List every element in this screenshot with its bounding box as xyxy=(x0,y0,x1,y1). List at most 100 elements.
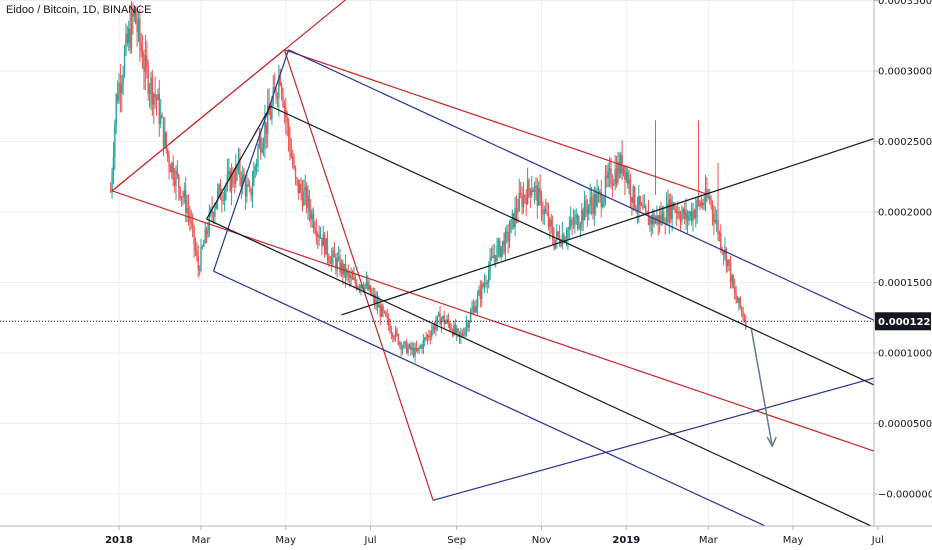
candle-body xyxy=(353,277,355,280)
candle-body xyxy=(506,231,508,233)
candle-body xyxy=(293,165,295,168)
candle-body xyxy=(539,188,541,195)
candle-body xyxy=(394,330,397,339)
candle-body xyxy=(179,187,181,199)
candle-body xyxy=(588,205,590,214)
candles xyxy=(109,0,747,363)
candle-body xyxy=(614,169,616,184)
candle-body xyxy=(490,256,493,259)
candle-body xyxy=(314,228,316,232)
candle-body xyxy=(731,275,733,283)
candle-body xyxy=(624,165,626,180)
channel-lower-line xyxy=(213,270,819,550)
candle-body xyxy=(139,19,141,43)
candle-body xyxy=(471,309,473,313)
candle-body xyxy=(692,210,694,221)
x-tick-label: May xyxy=(275,535,296,546)
y-tick-label: 0.0002500 xyxy=(878,137,932,148)
candle-body xyxy=(273,87,276,90)
candle-body xyxy=(674,209,676,211)
candle-body xyxy=(146,55,148,67)
candle-body xyxy=(547,214,550,227)
channel-mid-lower xyxy=(206,218,875,528)
candle-body xyxy=(561,234,564,246)
candle-body xyxy=(261,148,263,153)
candle-body xyxy=(357,286,359,289)
x-tick-label: Nov xyxy=(532,535,552,546)
candle-body xyxy=(347,270,350,274)
candle-body xyxy=(205,228,208,235)
candle-body xyxy=(151,77,154,105)
candle-body xyxy=(435,324,437,331)
candle-body xyxy=(592,203,594,214)
candle-body xyxy=(147,66,149,94)
candle-body xyxy=(109,190,112,192)
candle-body xyxy=(246,184,248,197)
candle-body xyxy=(424,337,426,340)
candle-body xyxy=(278,75,280,98)
candle-body xyxy=(175,170,177,186)
candle-body xyxy=(576,214,579,229)
candle-body xyxy=(233,182,236,184)
candle-body xyxy=(254,166,256,171)
candle-body xyxy=(649,217,651,226)
candle-body xyxy=(549,219,551,227)
candle-body xyxy=(287,122,290,138)
channel-edge xyxy=(206,105,272,220)
candle-body xyxy=(678,211,680,218)
candle-body xyxy=(317,234,319,237)
candle-body xyxy=(515,207,518,213)
candle-body xyxy=(158,93,161,124)
candle-body xyxy=(137,19,140,32)
price-axis[interactable]: 0.0003500 0.0003000 0.0002500 0.0002000 0.00… xyxy=(873,0,932,526)
grid xyxy=(0,0,879,526)
candle-body xyxy=(560,243,562,246)
candle-body xyxy=(449,323,451,329)
candle-body xyxy=(485,282,487,285)
candle-body xyxy=(264,122,266,143)
candle-body xyxy=(382,306,384,312)
arrow-head-icon xyxy=(766,436,777,448)
candle-body xyxy=(267,105,269,134)
x-tick-label: May xyxy=(783,535,804,546)
candle-body xyxy=(235,165,237,184)
candle-body xyxy=(713,213,715,223)
candle-body xyxy=(525,197,527,205)
candle-body xyxy=(364,284,366,290)
candle-body xyxy=(500,246,502,257)
candle-body xyxy=(300,184,302,192)
candle-body xyxy=(332,250,334,257)
candle-body xyxy=(239,157,241,178)
candle-body xyxy=(236,165,238,170)
candle-body xyxy=(643,206,646,209)
candle-body xyxy=(583,200,586,221)
candle-body xyxy=(571,219,573,223)
candle-body xyxy=(385,311,387,316)
candle-body xyxy=(429,336,432,338)
candle-body xyxy=(707,196,709,198)
candle-body xyxy=(718,232,721,235)
candle-body xyxy=(294,167,297,179)
candle-body xyxy=(144,55,147,72)
candle-body xyxy=(685,212,687,219)
candle-body xyxy=(148,90,151,94)
candle-body xyxy=(631,197,633,203)
y-tick-label: 0.0003500 xyxy=(878,0,932,7)
candle-body xyxy=(164,132,166,147)
candle-body xyxy=(532,190,534,192)
projection-arrow xyxy=(750,328,773,447)
candle-body xyxy=(130,12,133,49)
time-axis[interactable]: 2018 Mar May Jul Sep Nov 2019 Mar May Jul xyxy=(0,525,932,550)
candle-body xyxy=(689,211,691,217)
candle-body xyxy=(339,256,341,273)
candle-body xyxy=(397,334,400,345)
candle-body xyxy=(738,297,740,303)
candle-body xyxy=(736,299,739,303)
candle-body xyxy=(657,215,659,225)
candle-body xyxy=(221,199,223,201)
candle-body xyxy=(253,170,255,186)
candle-body xyxy=(457,328,459,332)
candle-body xyxy=(403,342,405,348)
candle-body xyxy=(639,196,641,206)
